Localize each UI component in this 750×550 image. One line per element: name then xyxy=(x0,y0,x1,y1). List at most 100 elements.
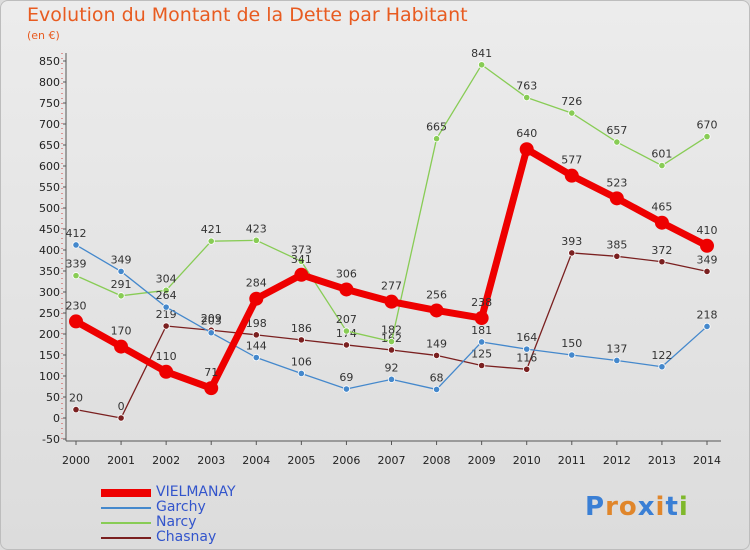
x-tick-label: 2011 xyxy=(558,454,586,467)
data-label-vielmanay: 284 xyxy=(246,277,267,290)
series-narcy: 339 291 304 421 423 373 207 182 665 841 763 726 657 6… xyxy=(66,47,718,346)
y-tick-label: 750 xyxy=(39,97,60,110)
data-label-vielmanay: 170 xyxy=(111,325,132,338)
data-label-narcy: 291 xyxy=(111,278,132,291)
data-label-narcy: 423 xyxy=(246,222,267,235)
legend-label: Narcy xyxy=(156,514,197,530)
data-label-narcy: 726 xyxy=(561,95,582,108)
legend-swatch xyxy=(101,507,151,509)
y-tick-label: -50 xyxy=(42,433,60,446)
data-label-garchy: 137 xyxy=(606,342,627,355)
data-point-narcy xyxy=(523,93,531,102)
data-point-garchy xyxy=(207,329,215,337)
y-tick-label: 800 xyxy=(39,76,60,89)
data-point-garchy xyxy=(117,267,125,276)
data-label-garchy: 181 xyxy=(471,324,492,337)
data-label-chasnay: 186 xyxy=(291,322,312,335)
data-point-garchy xyxy=(568,351,576,359)
data-label-narcy: 657 xyxy=(606,124,627,137)
data-label-garchy: 69 xyxy=(339,371,353,384)
data-label-narcy: 665 xyxy=(426,121,447,134)
data-label-chasnay: 209 xyxy=(201,312,222,325)
data-point-narcy xyxy=(478,61,486,69)
data-label-vielmanay: 523 xyxy=(606,176,627,189)
data-label-chasnay: 349 xyxy=(697,253,718,266)
logo-letter: o xyxy=(618,492,638,522)
data-label-vielmanay: 341 xyxy=(291,253,312,266)
logo-letter: t xyxy=(665,492,679,522)
data-point-vielmanay xyxy=(654,215,669,230)
data-point-narcy xyxy=(252,236,260,244)
data-label-vielmanay: 410 xyxy=(697,224,718,237)
data-label-narcy: 763 xyxy=(516,80,537,93)
data-point-chasnay xyxy=(252,331,260,339)
data-point-narcy xyxy=(613,138,621,146)
series-garchy: 412 349 264 203 144 106 69 92 68 181 164 150 137 122 2… xyxy=(66,227,718,394)
y-tick-label: 350 xyxy=(39,265,60,278)
data-point-vielmanay xyxy=(564,168,579,183)
data-point-vielmanay xyxy=(249,291,264,306)
data-point-garchy xyxy=(342,385,351,393)
data-label-garchy: 144 xyxy=(246,340,267,353)
data-point-vielmanay xyxy=(294,267,309,282)
data-point-chasnay xyxy=(342,341,351,349)
data-label-narcy: 670 xyxy=(697,119,718,132)
data-label-vielmanay: 71 xyxy=(204,366,218,379)
legend-swatch xyxy=(101,537,151,539)
data-point-vielmanay xyxy=(114,339,129,354)
data-label-garchy: 264 xyxy=(156,289,177,302)
data-point-garchy xyxy=(523,345,531,353)
data-label-chasnay: 149 xyxy=(426,337,447,350)
data-point-chasnay xyxy=(117,414,125,422)
logo-letter: r xyxy=(605,492,619,522)
y-tick-label: 650 xyxy=(39,139,60,152)
data-point-narcy xyxy=(117,292,125,300)
data-point-garchy xyxy=(613,356,621,365)
data-point-narcy xyxy=(162,286,170,294)
x-tick-label: 2006 xyxy=(332,454,360,467)
data-point-chasnay xyxy=(703,267,711,276)
logo-letter: P xyxy=(585,492,606,522)
data-label-garchy: 150 xyxy=(561,337,582,350)
data-label-narcy: 182 xyxy=(381,324,402,337)
data-label-garchy: 106 xyxy=(291,355,312,368)
data-label-narcy: 339 xyxy=(66,258,87,271)
data-point-chasnay xyxy=(523,365,531,373)
y-tick-label: 450 xyxy=(39,223,60,236)
y-tick-label: 850 xyxy=(39,55,60,68)
data-point-chasnay xyxy=(162,322,170,330)
x-tick-label: 2012 xyxy=(603,454,631,467)
data-point-garchy xyxy=(703,322,711,331)
data-point-vielmanay xyxy=(159,364,174,379)
data-label-garchy: 203 xyxy=(201,315,222,328)
data-point-chasnay xyxy=(613,252,621,260)
logo-letter: x xyxy=(637,492,656,522)
data-label-garchy: 122 xyxy=(651,349,672,362)
data-label-garchy: 68 xyxy=(430,371,444,384)
data-label-vielmanay: 230 xyxy=(66,299,87,312)
data-point-chasnay xyxy=(568,249,576,257)
y-tick-label: 250 xyxy=(39,307,60,320)
data-label-vielmanay: 256 xyxy=(426,288,447,301)
data-label-garchy: 92 xyxy=(385,361,399,374)
data-label-chasnay: 0 xyxy=(118,400,125,413)
chart-title: Evolution du Montant de la Dette par Hab… xyxy=(27,4,468,26)
x-tick-label: 2013 xyxy=(648,454,676,467)
data-point-narcy xyxy=(72,272,80,280)
data-label-chasnay: 385 xyxy=(606,238,627,251)
data-label-narcy: 841 xyxy=(471,47,492,60)
data-point-chasnay xyxy=(658,258,666,266)
data-point-garchy xyxy=(72,241,80,249)
y-tick-label: 50 xyxy=(46,391,60,404)
data-point-vielmanay xyxy=(609,191,624,206)
y-tick-label: 700 xyxy=(39,118,60,131)
data-point-chasnay xyxy=(432,351,441,360)
data-label-chasnay: 116 xyxy=(516,351,537,364)
y-tick-label: 100 xyxy=(39,370,60,383)
data-label-narcy: 304 xyxy=(156,272,177,285)
data-point-narcy xyxy=(387,337,396,346)
x-tick-label: 2003 xyxy=(197,454,225,467)
data-label-garchy: 349 xyxy=(111,253,132,266)
data-label-chasnay: 20 xyxy=(69,392,83,405)
